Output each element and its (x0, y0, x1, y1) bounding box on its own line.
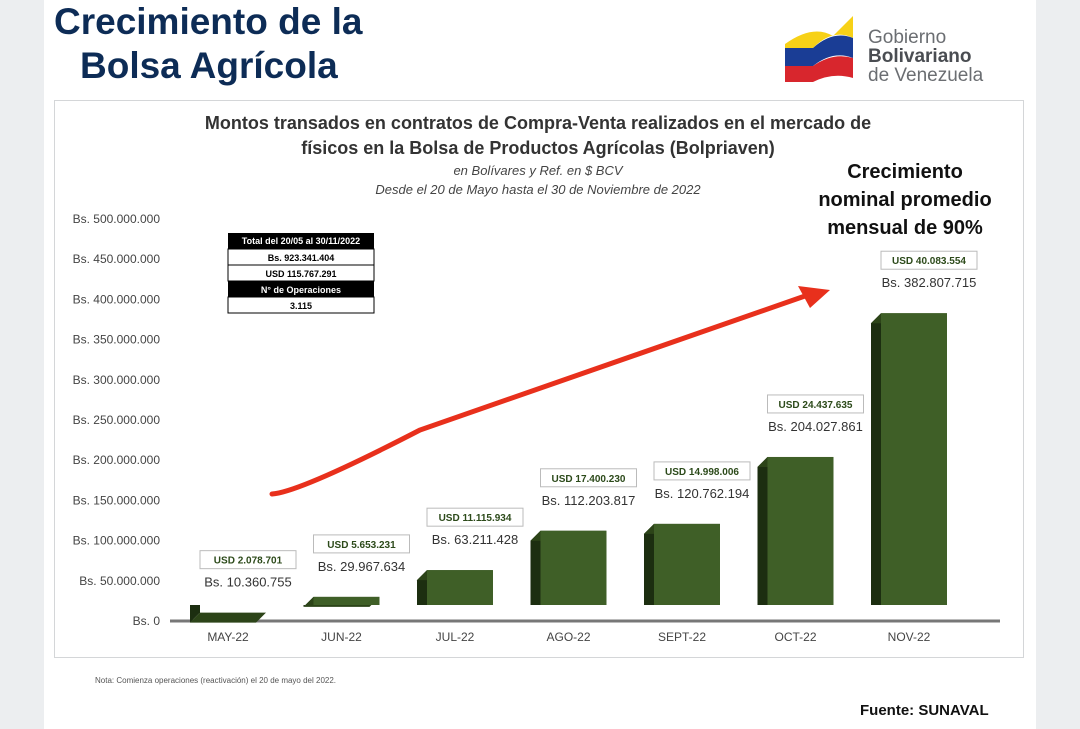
summary-ops: 3.115 (290, 301, 312, 311)
y-tick-label: Bs. 150.000.000 (73, 493, 161, 507)
bar-side (644, 523, 654, 605)
chart-title-2: físicos en la Bolsa de Productos Agrícol… (301, 138, 774, 158)
slide-title: Crecimiento de la Bolsa Agrícola (54, 0, 362, 88)
bs-data-label: Bs. 63.211.428 (432, 532, 519, 547)
venezuela-flag-logo-icon (785, 16, 853, 82)
x-tick-label: OCT-22 (774, 630, 816, 644)
usd-label-box (767, 394, 864, 414)
bs-data-label: Bs. 29.967.634 (318, 559, 405, 574)
y-tick-label: Bs. 350.000.000 (73, 333, 161, 347)
bar (767, 456, 834, 605)
bar-side (871, 313, 881, 605)
usd-data-label: USD 11.115.934 (439, 513, 512, 524)
growth-callout: Crecimiento nominal promedio mensual de … (818, 161, 991, 239)
usd-label-box (313, 534, 410, 554)
summary-bs: Bs. 923.341.404 (268, 253, 335, 263)
y-tick-label: Bs. 450.000.000 (73, 252, 161, 266)
y-tick-label: Bs. 400.000.000 (73, 292, 161, 306)
summary-ops-header: N° de Operaciones (261, 285, 341, 295)
y-tick-label: Bs. 300.000.000 (73, 373, 161, 387)
summary-header: Total del 20/05 al 30/11/2022 (242, 236, 360, 246)
logo-text: Gobierno Bolivariano de Venezuela (868, 28, 983, 85)
bar-side (190, 605, 200, 623)
x-tick-label: JUN-22 (321, 630, 362, 644)
y-tick-label: Bs. 500.000.000 (73, 212, 161, 226)
x-tick-label: AGO-22 (546, 630, 590, 644)
x-tick-label: JUL-22 (436, 630, 475, 644)
usd-data-label: USD 24.437.635 (779, 400, 853, 411)
x-tick-label: MAY-22 (207, 630, 249, 644)
bar (881, 313, 947, 605)
chart-title: Montos transados en contratos de Compra-… (205, 113, 871, 133)
logo-line-2: Bolivariano (868, 46, 972, 67)
bar (313, 596, 380, 605)
x-tick-label: SEPT-22 (658, 630, 706, 644)
bs-data-label: Bs. 382.807.715 (882, 275, 977, 290)
y-tick-label: Bs. 100.000.000 (73, 534, 161, 548)
x-tick-label: NOV-22 (888, 630, 931, 644)
bar-side (530, 530, 541, 605)
callout-line-2: nominal promedio (818, 189, 991, 211)
usd-data-label: USD 17.400.230 (552, 474, 626, 485)
usd-label-box (426, 507, 524, 527)
growth-arrow-icon (269, 286, 830, 497)
footnote: Nota: Comienza operaciones (reactivación… (95, 676, 337, 685)
usd-data-label: USD 40.083.554 (892, 256, 966, 267)
summary-table: Total del 20/05 al 30/11/2022 Bs. 923.34… (227, 233, 375, 314)
chart-subtitle-2: Desde el 20 de Mayo hasta el 30 de Novie… (375, 182, 701, 197)
bar (654, 523, 720, 605)
title-line-1: Crecimiento de la (54, 1, 363, 42)
title-line-2: Bolsa Agrícola (80, 45, 338, 86)
usd-data-label: USD 5.653.231 (327, 540, 396, 551)
bs-data-label: Bs. 204.027.861 (768, 419, 863, 434)
chart-subtitle: en Bolívares y Ref. en $ BCV (453, 163, 623, 178)
usd-label-box (653, 461, 751, 481)
summary-usd: USD 115.767.291 (265, 269, 336, 279)
callout-line-3: mensual de 90% (827, 217, 983, 239)
bar-top (190, 612, 266, 623)
bar (427, 570, 493, 605)
bs-data-label: Bs. 120.762.194 (655, 486, 750, 501)
y-tick-label: Bs. 200.000.000 (73, 453, 161, 467)
bs-data-label: Bs. 112.203.817 (542, 493, 636, 508)
bs-data-label: Bs. 10.360.755 (204, 575, 291, 590)
usd-label-box (199, 550, 297, 570)
bar (540, 530, 607, 605)
source-label: Fuente: SUNAVAL (860, 702, 989, 719)
usd-label-box (880, 250, 978, 270)
y-tick-label: Bs. 50.000.000 (79, 574, 160, 588)
logo-line-3: de Venezuela (868, 65, 984, 86)
usd-label-box (540, 468, 637, 488)
callout-line-1: Crecimiento (847, 161, 963, 183)
bar-side (757, 456, 768, 605)
logo-line-1: Gobierno (868, 27, 947, 48)
usd-data-label: USD 2.078.701 (214, 556, 283, 567)
usd-data-label: USD 14.998.006 (665, 467, 739, 478)
y-tick-label: Bs. 0 (133, 614, 161, 628)
y-tick-label: Bs. 250.000.000 (73, 413, 161, 427)
